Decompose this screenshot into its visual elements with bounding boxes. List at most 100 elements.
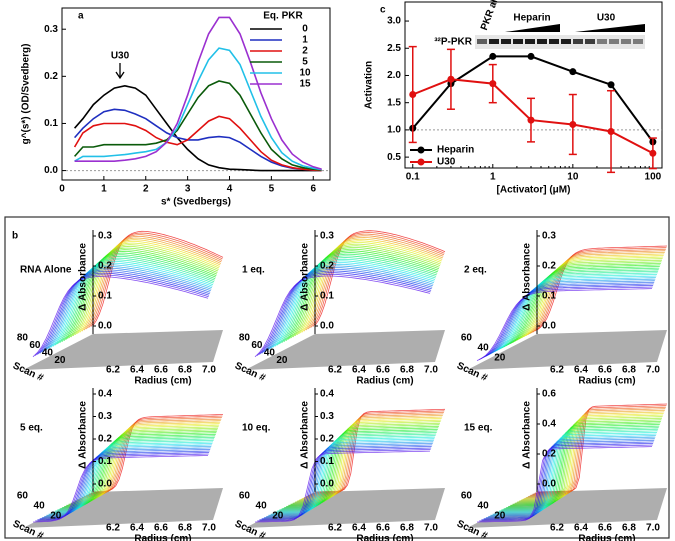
surface-trace xyxy=(496,274,658,351)
x-tick-label: 6.2 xyxy=(328,365,342,376)
surface-trace xyxy=(483,441,654,520)
point xyxy=(409,91,417,99)
x-tick-label: 7.0 xyxy=(646,523,660,534)
surface-trace xyxy=(57,257,215,345)
surface-trace xyxy=(39,271,210,354)
gel-band xyxy=(489,39,499,44)
surface-trace xyxy=(510,264,661,344)
surface-plot: 0.0 0.1 0.2 0.3 Δ Absorbance RNA Alone 6.2 6.4 6… xyxy=(11,230,224,387)
series-line xyxy=(412,55,654,143)
floor xyxy=(245,488,445,528)
y-tick-label: 0.3 xyxy=(542,231,556,242)
y-tick-label: 0.3 xyxy=(98,411,112,422)
y-tick-label: 0.6 xyxy=(542,389,556,400)
z-tick-label: 40 xyxy=(478,501,490,512)
surface-trace xyxy=(59,255,215,344)
surface-plot: 0.0 0.1 0.2 0.3 0.4 Δ Absorbance 5 eq. 6.2 6.4 6.… xyxy=(11,388,224,541)
y-axis-label: Δ Absorbance xyxy=(300,243,311,311)
x-tick-label: 4 xyxy=(227,184,233,195)
x-tick-label: 6.8 xyxy=(178,523,192,534)
surface-trace xyxy=(66,432,217,506)
y-tick-label: 0.4 xyxy=(98,389,112,400)
x-tick-label: 5 xyxy=(269,184,275,195)
x-axis-label: Radius (cm) xyxy=(134,376,191,387)
surface-trace xyxy=(37,272,210,355)
surface-trace xyxy=(34,274,209,356)
surface-trace xyxy=(266,442,433,517)
x-axis-label: Radius (cm) xyxy=(356,534,413,541)
series-line xyxy=(74,80,322,171)
gel xyxy=(475,35,645,49)
y-tick-label: 0.4 xyxy=(320,389,334,400)
y-axis-label: Δ Absorbance xyxy=(522,401,533,469)
x-tick-label: 6.4 xyxy=(352,523,366,534)
x-tick-label: 7.0 xyxy=(202,523,216,534)
surface-trace xyxy=(521,414,664,501)
gel-band xyxy=(597,39,607,44)
plot-title: 10 eq. xyxy=(242,423,271,434)
y-tick-label: 0.2 xyxy=(542,449,556,460)
gel-band xyxy=(525,39,535,44)
surface-trace xyxy=(70,429,218,504)
surface-trace xyxy=(32,455,209,523)
y-tick-label: 0.1 xyxy=(98,291,112,302)
surface-trace xyxy=(290,425,439,505)
surface-trace xyxy=(508,424,660,507)
surface-trace xyxy=(494,275,657,352)
y-tick-label: 0.2 xyxy=(320,434,334,445)
x-tick-label: 6.2 xyxy=(550,365,564,376)
z-tick-label: 40 xyxy=(256,501,268,512)
y-tick-label: 0.0 xyxy=(320,479,334,490)
y-tick-label: 0.2 xyxy=(44,71,58,82)
surface-trace xyxy=(310,411,444,495)
z-tick-label: 60 xyxy=(251,340,263,351)
annotation-arrow xyxy=(115,63,125,80)
y-tick-label: 3.0 xyxy=(387,16,401,27)
surface-trace xyxy=(514,261,662,342)
x-tick-label: 6.2 xyxy=(328,523,342,534)
surface-trace xyxy=(501,428,659,511)
series-line xyxy=(74,16,322,170)
surface-trace xyxy=(521,256,664,339)
surface-trace xyxy=(308,413,444,496)
surface-trace xyxy=(263,268,433,353)
surface-trace xyxy=(490,278,656,355)
x-tick-label: 0.1 xyxy=(406,172,420,183)
surface-trace xyxy=(286,429,438,507)
plot-title: 15 eq. xyxy=(464,423,493,434)
surface-trace xyxy=(274,436,436,513)
surface-trace xyxy=(61,254,216,342)
surface-trace xyxy=(281,255,437,344)
surface-trace xyxy=(81,421,221,498)
x-tick-label: 6.4 xyxy=(130,523,144,534)
x-tick-label: 0 xyxy=(59,184,65,195)
y-tick-label: 0.1 xyxy=(44,118,58,129)
x-tick-label: 1 xyxy=(101,184,107,195)
surface-trace xyxy=(92,414,224,493)
series-line xyxy=(74,108,322,172)
x-axis-label: Radius (cm) xyxy=(578,376,635,387)
y-tick-label: 0.0 xyxy=(320,321,334,332)
z-tick-label: 60 xyxy=(461,491,473,502)
z-tick-label: 80 xyxy=(239,333,251,344)
z-tick-label: 20 xyxy=(494,353,506,364)
y-tick-label: 0.1 xyxy=(98,456,112,467)
y-tick-label: 0.0 xyxy=(98,479,112,490)
surface-trace xyxy=(90,415,223,494)
surface-trace xyxy=(48,264,213,349)
legend-label: 5 xyxy=(302,57,308,68)
surface-trace xyxy=(41,269,211,353)
plot-frame xyxy=(61,7,331,181)
gel-band xyxy=(585,39,595,44)
point xyxy=(569,68,577,76)
x-tick-label: 6.2 xyxy=(106,365,120,376)
x-tick-label: 100 xyxy=(645,172,662,183)
surface-trace xyxy=(488,438,655,517)
x-tick-label: 7.0 xyxy=(424,365,438,376)
surface-trace xyxy=(265,267,433,352)
surface-trace xyxy=(268,441,434,516)
surface-trace xyxy=(54,259,214,346)
x-tick-label: 1 xyxy=(490,172,496,183)
surface-trace xyxy=(72,245,219,337)
surface-trace xyxy=(507,266,660,346)
